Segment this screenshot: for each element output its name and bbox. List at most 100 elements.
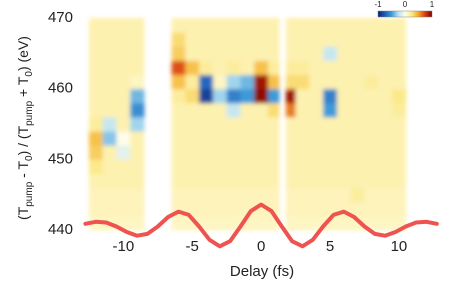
heat-cell bbox=[392, 173, 407, 189]
heat-cell bbox=[102, 74, 117, 90]
heat-cell bbox=[240, 173, 255, 189]
heat-cell bbox=[102, 116, 117, 132]
heat-cell bbox=[226, 74, 241, 90]
heat-cell bbox=[212, 215, 228, 231]
heat-cell bbox=[268, 187, 280, 203]
heat-cell bbox=[102, 173, 117, 189]
heat-cell bbox=[350, 102, 365, 118]
heat-cell bbox=[336, 145, 352, 160]
heat-cell bbox=[199, 102, 214, 118]
heat-cell bbox=[378, 46, 393, 61]
heat-cell bbox=[378, 74, 393, 90]
heat-cell bbox=[254, 187, 269, 203]
heat-cell bbox=[102, 131, 117, 146]
heat-cell bbox=[323, 88, 338, 104]
heat-cell bbox=[240, 145, 255, 160]
heat-cell bbox=[226, 116, 241, 132]
heat-cell bbox=[171, 145, 186, 160]
heat-cell bbox=[130, 159, 145, 174]
heat-cell bbox=[295, 173, 310, 189]
heat-cell bbox=[364, 159, 379, 174]
heat-cell bbox=[102, 187, 117, 203]
heat-cell bbox=[254, 46, 269, 61]
heat-cell bbox=[185, 215, 200, 231]
heat-cell bbox=[268, 46, 280, 61]
heat-cell bbox=[295, 131, 310, 146]
heat-cell bbox=[309, 32, 324, 47]
heat-cell bbox=[295, 201, 310, 217]
heat-cell bbox=[392, 60, 407, 76]
heat-cell bbox=[199, 215, 214, 231]
heat-cell bbox=[212, 159, 228, 174]
heat-cell bbox=[212, 187, 228, 203]
heat-cell bbox=[295, 46, 310, 61]
heat-cell bbox=[102, 159, 117, 174]
heat-cell bbox=[285, 46, 297, 61]
heat-cell bbox=[392, 74, 407, 90]
heat-cell bbox=[226, 88, 241, 104]
heat-cell bbox=[295, 145, 310, 160]
heat-cell bbox=[378, 187, 393, 203]
heat-cell bbox=[102, 60, 117, 76]
heat-cell bbox=[185, 46, 200, 61]
colorbar-tick-label: 1 bbox=[430, 0, 435, 9]
heat-cell bbox=[240, 116, 255, 132]
heat-cell bbox=[226, 131, 241, 146]
heat-cell bbox=[185, 201, 200, 217]
heat-cell bbox=[254, 60, 269, 76]
heat-cell bbox=[226, 60, 241, 76]
heat-cell bbox=[171, 187, 186, 203]
heat-cell bbox=[378, 60, 393, 76]
heat-cell bbox=[364, 145, 379, 160]
heat-cell bbox=[102, 201, 117, 217]
heat-cell bbox=[226, 145, 241, 160]
heat-cell bbox=[116, 102, 131, 118]
heat-cell bbox=[323, 173, 338, 189]
heat-cell bbox=[350, 159, 365, 174]
heat-cell bbox=[171, 215, 186, 231]
heat-cell bbox=[254, 18, 269, 33]
heat-cell bbox=[116, 145, 131, 160]
heat-cell bbox=[226, 159, 241, 174]
heat-cell bbox=[88, 102, 104, 118]
heatmap bbox=[88, 18, 407, 231]
heat-cell bbox=[130, 88, 145, 104]
heat-cell bbox=[212, 102, 228, 118]
heat-cell bbox=[378, 32, 393, 47]
heat-cell bbox=[116, 60, 131, 76]
heat-cell bbox=[378, 131, 393, 146]
heat-cell bbox=[350, 145, 365, 160]
heat-cell bbox=[171, 88, 186, 104]
heat-cell bbox=[130, 187, 145, 203]
heat-cell bbox=[130, 102, 145, 118]
heat-cell bbox=[199, 187, 214, 203]
heat-cell bbox=[185, 131, 200, 146]
heat-cell bbox=[88, 46, 104, 61]
heat-cell bbox=[171, 102, 186, 118]
heat-cell bbox=[116, 131, 131, 146]
heat-cell bbox=[226, 46, 241, 61]
heat-cell bbox=[254, 215, 269, 231]
heat-cell bbox=[392, 88, 407, 104]
x-tick-label: 5 bbox=[326, 238, 334, 255]
heat-cell bbox=[185, 102, 200, 118]
heat-cell bbox=[323, 46, 338, 61]
heat-cell bbox=[295, 60, 310, 76]
heat-cell bbox=[199, 145, 214, 160]
heat-cell bbox=[130, 173, 145, 189]
heat-cell bbox=[295, 159, 310, 174]
heat-cell bbox=[350, 18, 365, 33]
y-label-subscript: pump bbox=[24, 181, 35, 206]
heat-cell bbox=[240, 131, 255, 146]
heat-cell bbox=[309, 145, 324, 160]
heat-cell bbox=[185, 88, 200, 104]
heat-cell bbox=[88, 18, 104, 33]
heat-cell bbox=[364, 201, 379, 217]
heat-cell bbox=[254, 88, 269, 104]
heat-cell bbox=[285, 32, 297, 47]
heat-cell bbox=[323, 102, 338, 118]
heat-cell bbox=[295, 74, 310, 90]
heat-cell bbox=[268, 74, 280, 90]
heat-cell bbox=[130, 60, 145, 76]
heat-cell bbox=[392, 131, 407, 146]
